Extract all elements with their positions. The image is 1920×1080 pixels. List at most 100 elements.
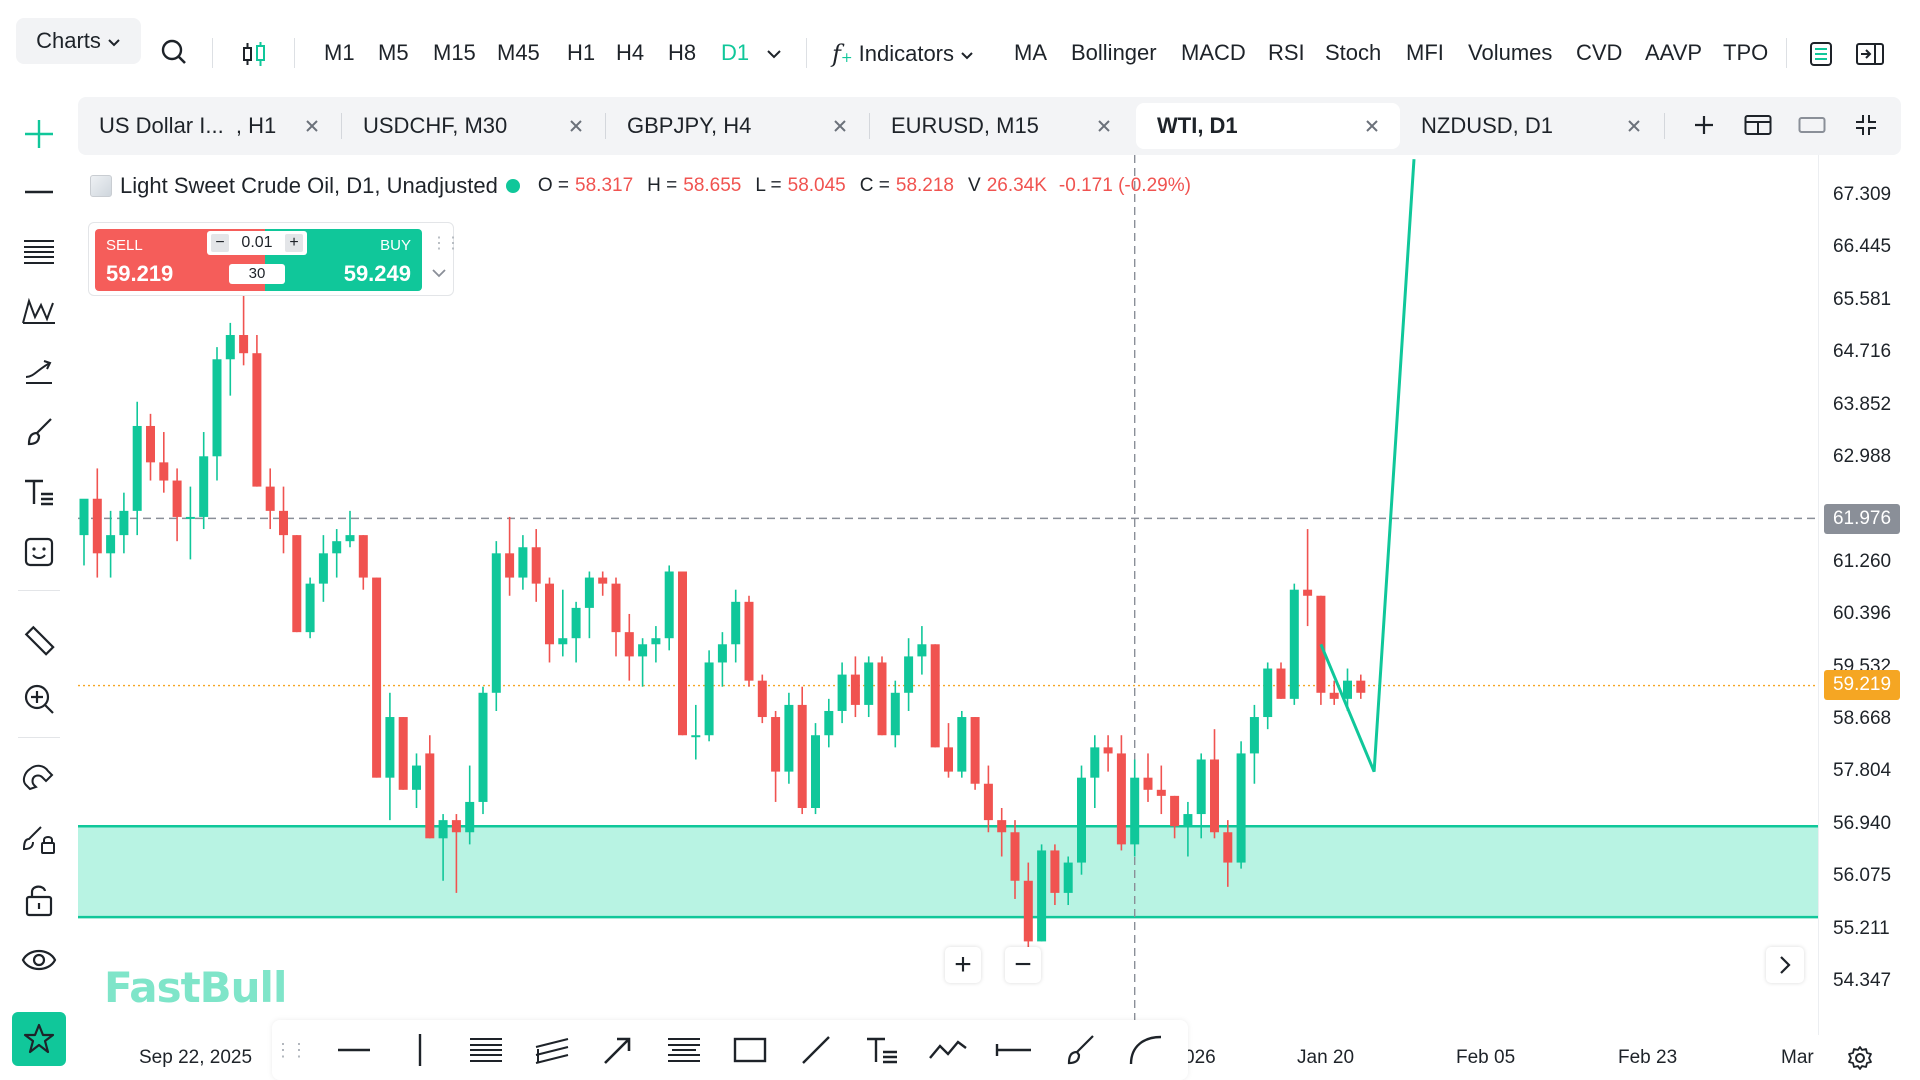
tab-1[interactable]: USDCHF, M30 bbox=[342, 103, 604, 149]
rectangle-tool-icon[interactable] bbox=[730, 1032, 770, 1068]
chevron-right-icon bbox=[1780, 956, 1791, 974]
candle-down bbox=[1170, 795, 1180, 827]
candle-down bbox=[744, 601, 754, 681]
object-list-icon[interactable] bbox=[1803, 36, 1839, 72]
candle-up bbox=[837, 674, 847, 711]
zoom-out-button[interactable]: − bbox=[1005, 947, 1041, 983]
projection-icon[interactable] bbox=[17, 350, 61, 394]
indicator-stoch[interactable]: Stoch bbox=[1325, 40, 1382, 65]
close-tab-icon[interactable] bbox=[830, 116, 850, 136]
indicator-ma[interactable]: MA bbox=[1014, 40, 1047, 65]
pattern-icon[interactable] bbox=[17, 290, 61, 334]
vertical-line-tool-icon[interactable] bbox=[400, 1032, 440, 1068]
arrow-tool-icon[interactable] bbox=[598, 1032, 638, 1068]
polyline-tool-icon[interactable] bbox=[928, 1032, 968, 1068]
close-tab-icon[interactable] bbox=[566, 116, 586, 136]
candle-down bbox=[1276, 668, 1286, 699]
horizontal-line-icon[interactable] bbox=[17, 170, 61, 214]
drawing-toolbar-left bbox=[0, 100, 78, 1080]
add-tab-icon[interactable] bbox=[1686, 107, 1722, 143]
horizontal-line-tool-icon[interactable] bbox=[334, 1032, 374, 1068]
drag-handle-icon[interactable]: ⋮⋮ bbox=[274, 1039, 308, 1060]
unlock-icon[interactable] bbox=[17, 878, 61, 922]
search-icon[interactable] bbox=[156, 34, 192, 70]
indicators-button[interactable]: f+ Indicators bbox=[832, 36, 974, 72]
indicator-mfi[interactable]: MFI bbox=[1406, 40, 1444, 65]
trend-line-tool-icon[interactable] bbox=[796, 1032, 836, 1068]
candle-down bbox=[1356, 680, 1366, 693]
parallel-lines-tool-icon[interactable] bbox=[466, 1032, 506, 1068]
zoom-in-button[interactable]: + bbox=[945, 947, 981, 983]
lot-increase-button[interactable]: + bbox=[284, 234, 303, 252]
candle-up bbox=[119, 510, 129, 536]
single-layout-icon[interactable] bbox=[1794, 107, 1830, 143]
fibonacci-icon[interactable] bbox=[17, 230, 61, 274]
tab-2[interactable]: GBPJPY, H4 bbox=[606, 103, 868, 149]
text-tool-bottom-icon[interactable] bbox=[862, 1032, 902, 1068]
indicator-volumes[interactable]: Volumes bbox=[1468, 40, 1553, 65]
timeframe-more-chevron-icon[interactable] bbox=[756, 36, 792, 72]
emoji-sticker-icon[interactable] bbox=[17, 530, 61, 574]
tab-5[interactable]: NZDUSD, D1 bbox=[1400, 103, 1662, 149]
arc-tool-icon[interactable] bbox=[1126, 1032, 1166, 1068]
charts-dropdown-button[interactable]: Charts bbox=[16, 18, 141, 64]
candle-up bbox=[1037, 850, 1047, 942]
tab-4[interactable]: WTI, D1 bbox=[1136, 103, 1400, 149]
tab-0[interactable]: US Dollar I... , H1 bbox=[78, 103, 340, 149]
sell-label: SELL bbox=[106, 237, 143, 254]
brush-icon[interactable] bbox=[17, 410, 61, 454]
expand-panel-icon[interactable] bbox=[431, 265, 447, 283]
collapse-panel-icon[interactable] bbox=[1852, 36, 1888, 72]
indicator-rsi[interactable]: RSI bbox=[1268, 40, 1305, 65]
candle-up bbox=[824, 710, 834, 736]
split-layout-icon[interactable] bbox=[1740, 107, 1776, 143]
candle-down bbox=[970, 717, 980, 784]
candlestick-type-icon[interactable] bbox=[236, 36, 272, 72]
chart-settings-gear-icon[interactable] bbox=[1842, 1040, 1878, 1076]
fib-retracement-tool-icon[interactable] bbox=[664, 1032, 704, 1068]
brush-tool-icon[interactable] bbox=[1060, 1032, 1100, 1068]
timeframe-h4[interactable]: H4 bbox=[616, 40, 645, 65]
text-tool-icon[interactable] bbox=[17, 470, 61, 514]
zoom-in-icon[interactable] bbox=[17, 677, 61, 721]
timeframe-h1[interactable]: H1 bbox=[567, 40, 596, 65]
scroll-right-button[interactable] bbox=[1766, 947, 1804, 983]
timeframe-h8[interactable]: H8 bbox=[668, 40, 697, 65]
time-axis[interactable]: Sep 22, 2025 026 Jan 20 Feb 05 Feb 23 Mar bbox=[78, 1035, 1818, 1080]
timeframe-d1[interactable]: D1 bbox=[721, 40, 750, 65]
fullscreen-exit-icon[interactable] bbox=[1848, 107, 1884, 143]
fib-channel-tool-icon[interactable] bbox=[532, 1032, 572, 1068]
timeframe-m15[interactable]: M15 bbox=[433, 40, 476, 65]
price-tick-label: 65.581 bbox=[1833, 289, 1892, 310]
indicator-bollinger[interactable]: Bollinger bbox=[1071, 40, 1157, 65]
indicator-aavp[interactable]: AAVP bbox=[1645, 40, 1703, 65]
indicator-tpo[interactable]: TPO bbox=[1723, 40, 1769, 65]
close-tab-icon[interactable] bbox=[1624, 116, 1644, 136]
drag-handle-icon[interactable]: ⋮⋮ bbox=[431, 235, 461, 252]
indicator-macd[interactable]: MACD bbox=[1181, 40, 1246, 65]
star-icon bbox=[23, 1023, 55, 1054]
candle-down bbox=[797, 704, 807, 808]
ruler-icon[interactable] bbox=[17, 618, 61, 662]
tab-3[interactable]: EURUSD, M15 bbox=[870, 103, 1132, 149]
ray-tool-icon[interactable] bbox=[994, 1032, 1034, 1068]
timeframe-m45[interactable]: M45 bbox=[497, 40, 540, 65]
price-axis[interactable]: 67.309 66.445 65.581 64.716 63.852 62.988 61.2… bbox=[1818, 155, 1920, 1035]
indicator-cvd[interactable]: CVD bbox=[1576, 40, 1623, 65]
timeframe-m5[interactable]: M5 bbox=[378, 40, 409, 65]
favorites-star-button[interactable] bbox=[12, 1012, 66, 1066]
eye-visibility-icon[interactable] bbox=[17, 938, 61, 982]
close-tab-icon[interactable] bbox=[302, 116, 322, 136]
price-chart[interactable] bbox=[78, 155, 1818, 1035]
price-tick-label: 58.668 bbox=[1833, 708, 1892, 729]
candle-down bbox=[372, 577, 382, 778]
candle-up bbox=[691, 735, 701, 738]
close-tab-icon[interactable] bbox=[1362, 116, 1382, 136]
lock-drawings-icon[interactable] bbox=[17, 818, 61, 862]
lot-decrease-button[interactable]: − bbox=[211, 234, 229, 252]
close-tab-icon[interactable] bbox=[1094, 116, 1114, 136]
magnet-icon[interactable] bbox=[17, 758, 61, 802]
crosshair-plus-icon[interactable] bbox=[17, 112, 61, 156]
lot-size-stepper[interactable]: − 0.01 + bbox=[207, 231, 307, 255]
timeframe-m1[interactable]: M1 bbox=[324, 40, 355, 65]
